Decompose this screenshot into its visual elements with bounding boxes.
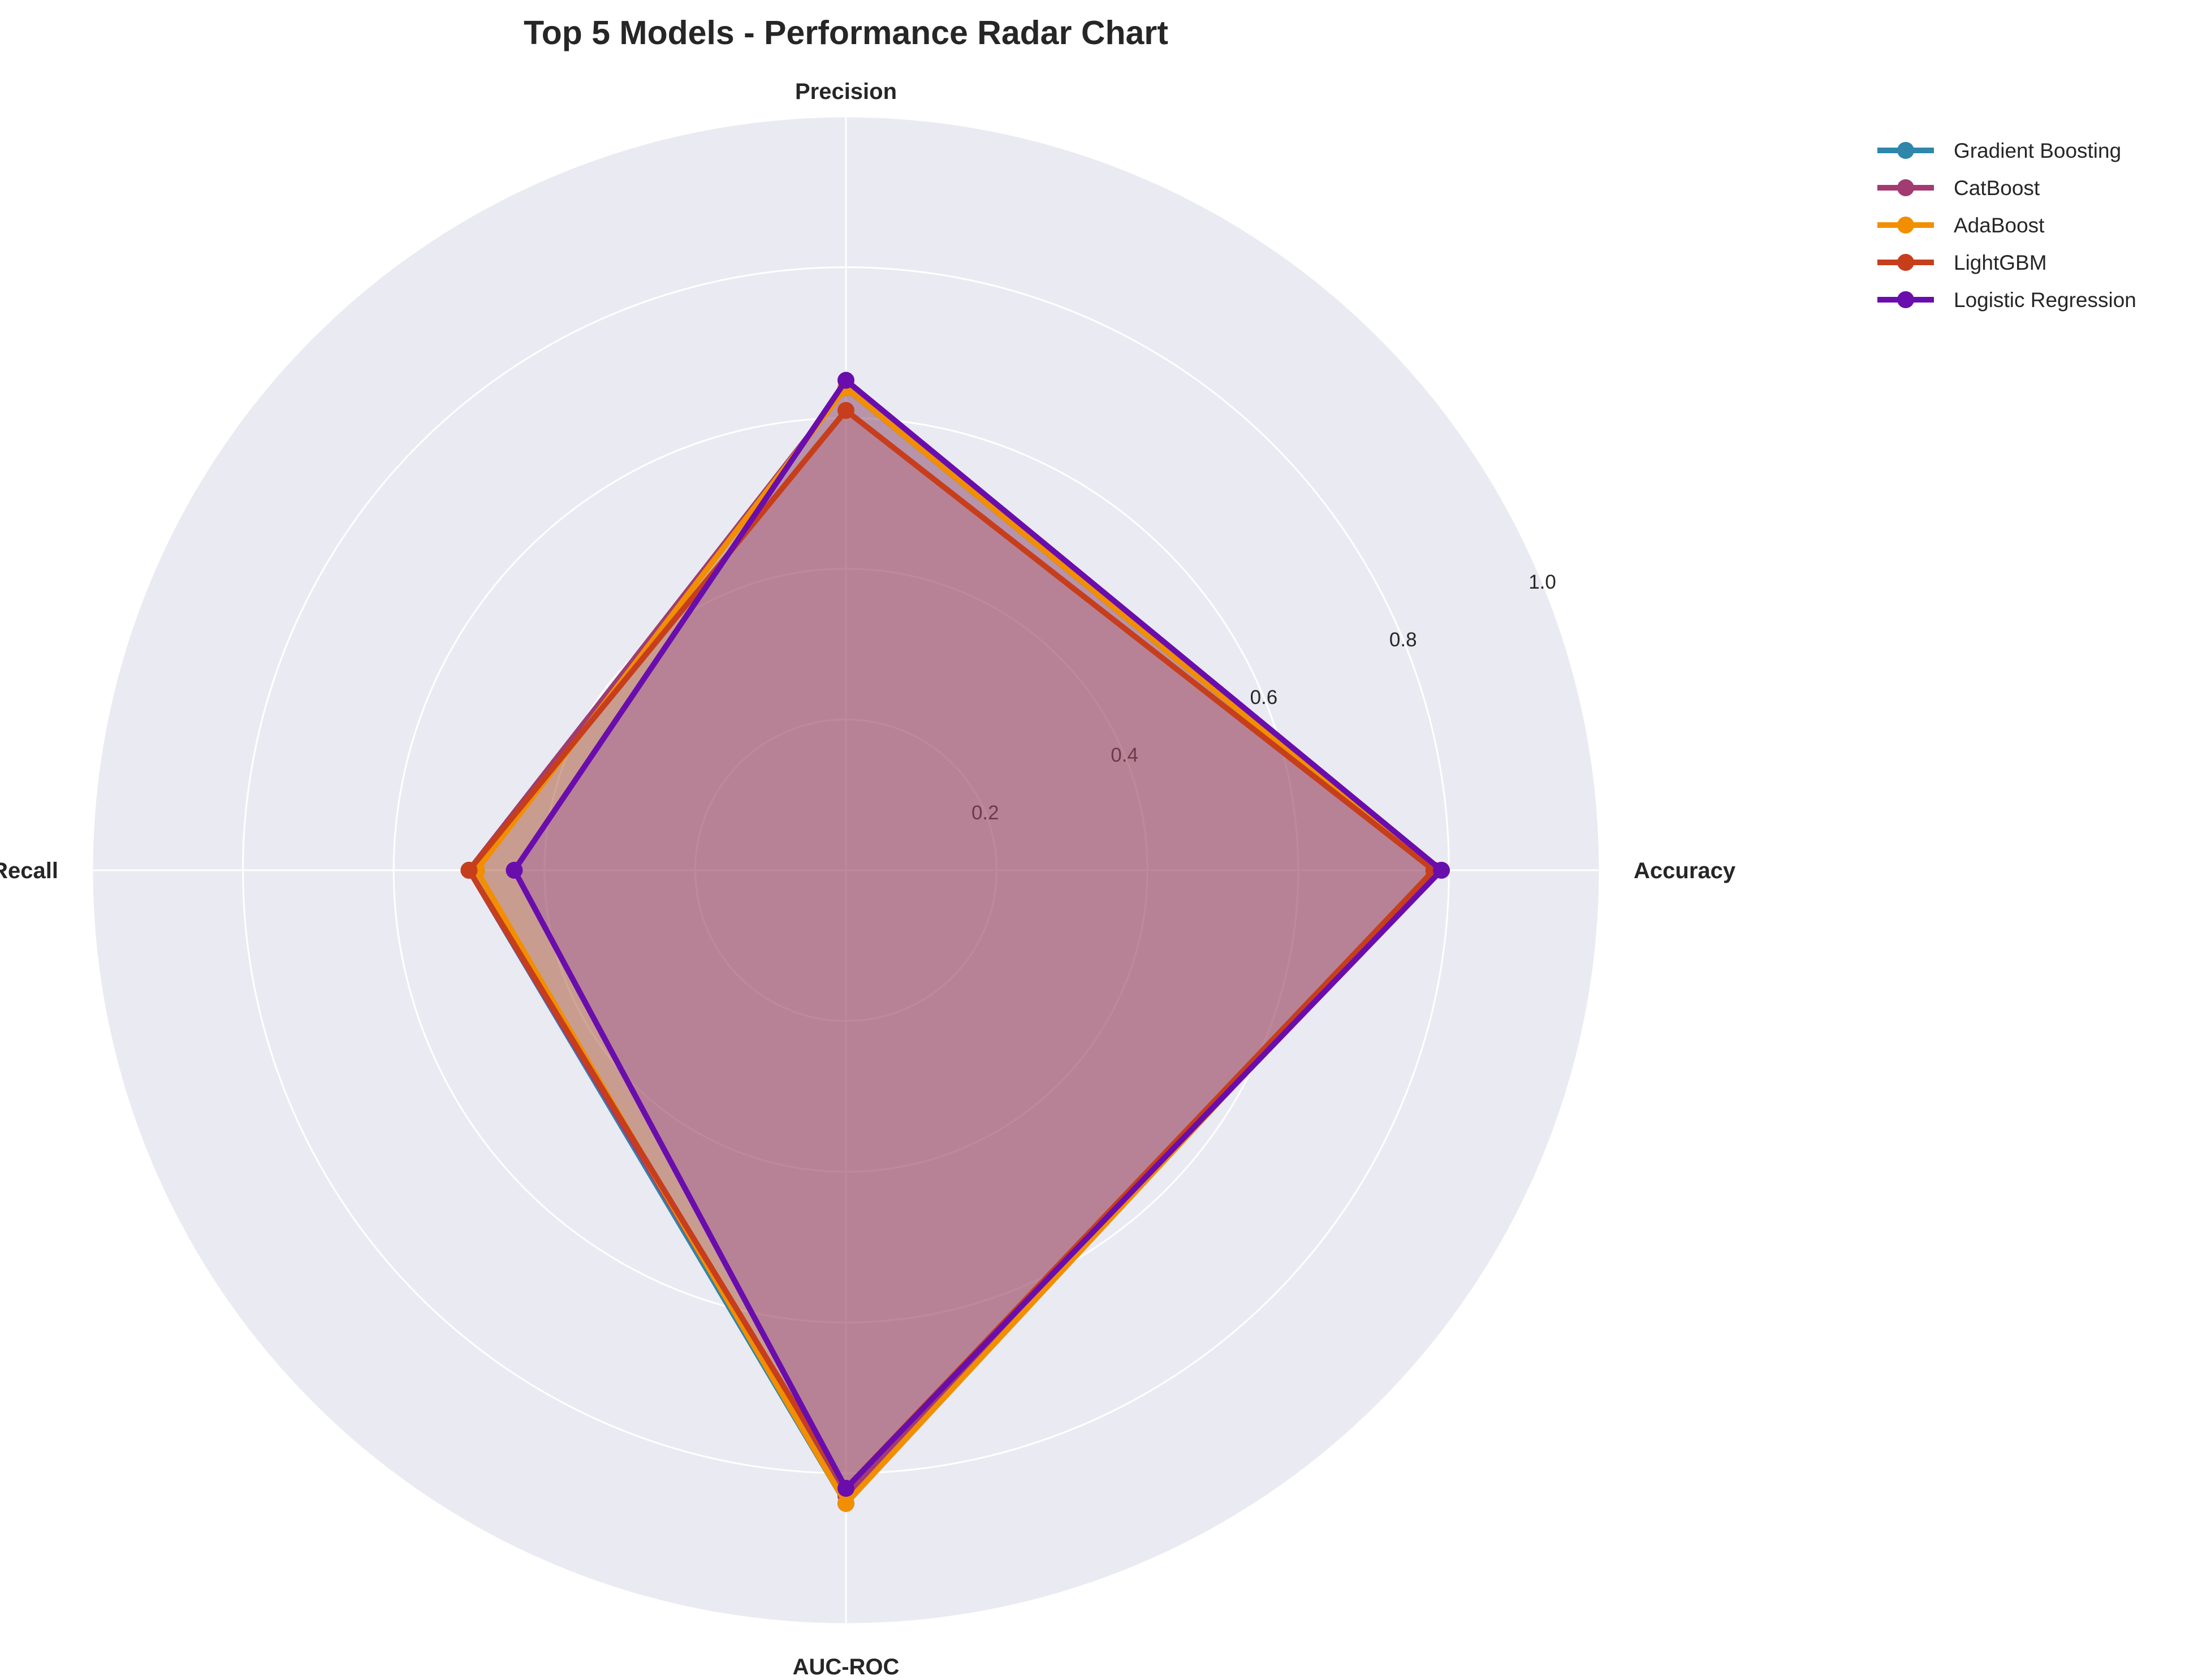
series-point-adaboost [837, 1495, 854, 1512]
series-fill-logistic-regression [514, 380, 1442, 1489]
legend-label-adaboost: AdaBoost [1954, 214, 2045, 237]
series-fill-adaboost [476, 387, 1434, 1504]
series-fill-gradient-boosting [469, 387, 1434, 1504]
legend-marker-adaboost [1897, 217, 1914, 234]
series-lines [460, 372, 1450, 1512]
chart-title: Top 5 Models - Performance Radar Chart [524, 14, 1168, 51]
axis-label-recall: Recall [0, 858, 58, 883]
series-point-lightgbm [837, 401, 854, 419]
radial-tick-label: 0.2 [971, 802, 999, 824]
legend: Gradient Boosting CatBoost AdaBoost LightGB… [1877, 139, 2136, 312]
radial-tick-label: 0.4 [1111, 744, 1138, 766]
axis-labels: Accuracy Precision Recall AUC-ROC [0, 79, 1736, 1679]
axis-label-auc-roc: AUC-ROC [793, 1655, 900, 1679]
series-point-lightgbm [460, 862, 478, 879]
axis-label-precision: Precision [795, 79, 897, 104]
legend-label-catboost: CatBoost [1954, 176, 2040, 200]
radial-tick-label: 0.6 [1250, 686, 1278, 709]
radial-tick-label: 0.8 [1389, 629, 1417, 651]
series-point-logistic-regression [837, 1480, 854, 1497]
legend-marker-catboost [1897, 179, 1914, 196]
series-fills [469, 380, 1442, 1504]
radial-tick-labels: 0.2 0.4 0.6 0.8 1.0 [971, 571, 1556, 824]
legend-label-gradient-boosting: Gradient Boosting [1954, 139, 2121, 162]
series-fill-lightgbm [469, 410, 1434, 1489]
radial-tick-label: 1.0 [1528, 571, 1556, 593]
legend-marker-gradient-boosting [1897, 142, 1914, 159]
series-point-logistic-regression [837, 372, 854, 389]
legend-label-logistic-regression: Logistic Regression [1954, 288, 2136, 312]
legend-marker-lightgbm [1897, 254, 1914, 271]
series-point-logistic-regression [506, 862, 523, 879]
series-fill-catboost [469, 387, 1434, 1496]
legend-label-lightgbm: LightGBM [1954, 251, 2047, 274]
axis-label-accuracy: Accuracy [1634, 858, 1736, 883]
series-point-logistic-regression [1433, 862, 1450, 879]
legend-marker-logistic-regression [1897, 291, 1914, 308]
